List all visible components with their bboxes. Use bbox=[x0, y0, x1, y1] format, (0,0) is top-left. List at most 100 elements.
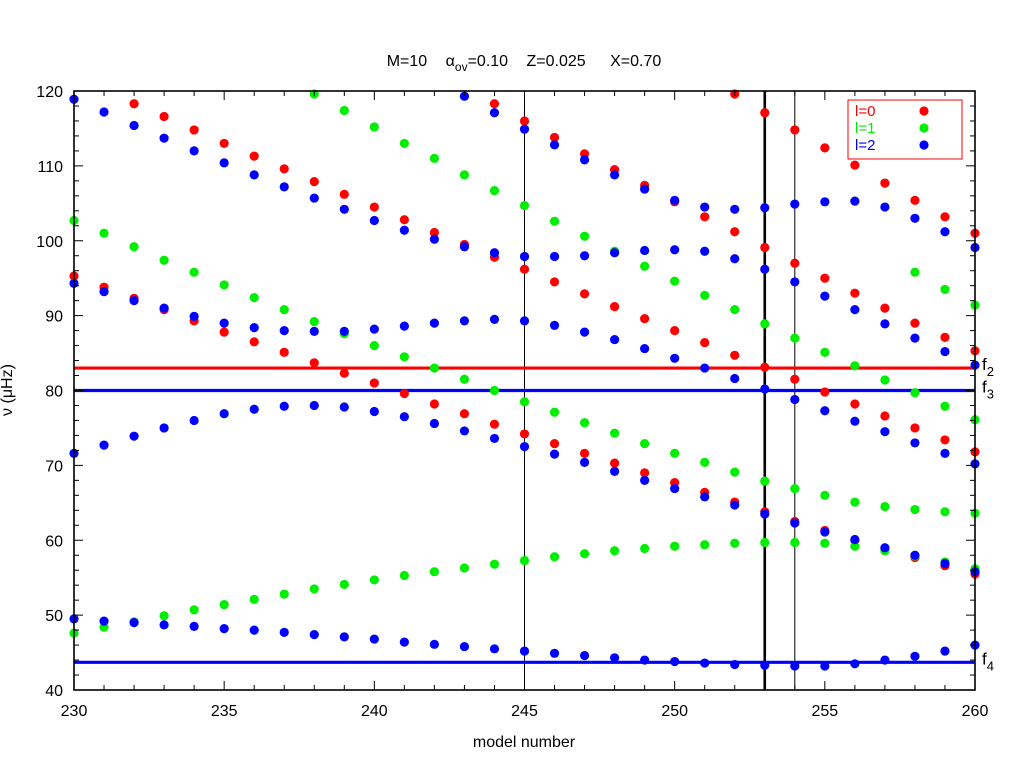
data-point-l2-69 bbox=[279, 326, 289, 336]
data-point-l0-82 bbox=[880, 178, 890, 188]
data-point-l2-97 bbox=[189, 146, 199, 156]
data-point-l2-32 bbox=[99, 440, 109, 450]
data-point-l1-54 bbox=[760, 476, 770, 486]
data-point-l2-37 bbox=[249, 404, 259, 414]
data-point-l1-47 bbox=[549, 407, 560, 417]
data-point-l2-100 bbox=[279, 182, 289, 192]
data-point-l2-133 bbox=[730, 204, 740, 214]
data-point-l1-56 bbox=[820, 490, 830, 500]
data-point-l1-76 bbox=[730, 305, 740, 315]
data-point-l1-43 bbox=[429, 363, 439, 373]
y-tick-label-110: 110 bbox=[37, 159, 63, 176]
data-point-l1-69 bbox=[519, 200, 530, 211]
data-point-l2-137 bbox=[850, 196, 860, 206]
data-point-l2-122 bbox=[940, 346, 950, 357]
data-point-l2-138 bbox=[880, 202, 890, 212]
data-point-l1-11 bbox=[399, 570, 409, 581]
data-point-l2-119 bbox=[850, 305, 860, 315]
data-point-l1-57 bbox=[850, 497, 860, 507]
title-alpha-value: =0.10 bbox=[468, 53, 509, 70]
data-point-l2-11 bbox=[399, 637, 409, 647]
data-point-l2-78 bbox=[549, 320, 560, 330]
data-point-l1-33 bbox=[129, 242, 139, 252]
data-point-l1-85 bbox=[910, 267, 920, 277]
data-point-l2-3 bbox=[159, 620, 169, 630]
data-point-l1-32 bbox=[99, 228, 109, 238]
data-point-l2-136 bbox=[820, 197, 830, 207]
data-point-l0-7 bbox=[279, 347, 289, 357]
data-point-l0-31 bbox=[129, 99, 139, 109]
data-point-l2-81 bbox=[640, 343, 650, 354]
data-point-l0-48 bbox=[640, 314, 650, 324]
data-point-l0-71 bbox=[820, 273, 830, 283]
data-point-l0-80 bbox=[820, 143, 830, 153]
legend-marker-l1 bbox=[919, 123, 929, 133]
data-point-l1-53 bbox=[730, 467, 740, 477]
data-point-l0-52 bbox=[760, 362, 770, 372]
data-point-l1-59 bbox=[910, 504, 920, 515]
data-point-l2-24 bbox=[790, 661, 800, 671]
data-point-l2-15 bbox=[519, 646, 530, 656]
data-point-l1-71 bbox=[579, 231, 590, 241]
data-point-l2-84 bbox=[730, 373, 740, 384]
data-point-l0-58 bbox=[940, 435, 950, 445]
data-point-l2-132 bbox=[700, 202, 710, 212]
data-point-l0-19 bbox=[640, 468, 650, 478]
data-point-l0-61 bbox=[519, 116, 530, 126]
data-point-l2-48 bbox=[579, 457, 590, 467]
legend-label-l0: l=0 bbox=[855, 103, 875, 120]
data-point-l2-5 bbox=[219, 624, 229, 634]
data-point-l0-55 bbox=[850, 399, 860, 409]
data-point-l0-38 bbox=[339, 189, 349, 199]
data-point-l0-72 bbox=[850, 288, 860, 298]
data-point-l0-12 bbox=[429, 399, 439, 409]
title-z: Z=0.025 bbox=[527, 53, 586, 70]
legend-label-l1: l=1 bbox=[855, 120, 875, 137]
data-point-l2-36 bbox=[219, 409, 229, 419]
data-point-l0-56 bbox=[880, 411, 890, 421]
data-point-l2-73 bbox=[399, 321, 409, 331]
data-point-l1-64 bbox=[369, 122, 379, 132]
data-point-l2-1 bbox=[99, 616, 109, 626]
data-point-l1-6 bbox=[249, 594, 259, 605]
data-point-l2-39 bbox=[309, 400, 319, 411]
data-point-l2-94 bbox=[99, 107, 109, 117]
title-mass: M=10 bbox=[387, 53, 428, 70]
data-point-l2-47 bbox=[549, 449, 560, 459]
legend: l=0l=1l=2 bbox=[847, 99, 963, 160]
data-point-l1-42 bbox=[399, 352, 409, 362]
data-point-l2-103 bbox=[369, 215, 379, 226]
data-point-l1-68 bbox=[489, 185, 500, 196]
data-point-l2-139 bbox=[910, 213, 920, 223]
data-point-l1-81 bbox=[880, 375, 890, 385]
data-point-l2-70 bbox=[309, 326, 319, 336]
x-tick-label-260: 260 bbox=[962, 703, 989, 720]
data-point-l2-9 bbox=[339, 632, 349, 642]
data-point-l2-35 bbox=[189, 415, 199, 426]
x-axis-title: model number bbox=[473, 734, 576, 751]
data-point-l1-26 bbox=[850, 541, 860, 551]
data-point-l2-2 bbox=[129, 618, 139, 628]
data-point-l1-37 bbox=[249, 293, 259, 303]
data-point-l2-64 bbox=[129, 296, 139, 306]
data-point-l2-80 bbox=[610, 334, 620, 345]
data-point-l2-22 bbox=[730, 659, 740, 670]
data-point-l1-13 bbox=[459, 563, 470, 573]
data-point-l0-17 bbox=[579, 448, 590, 458]
data-point-l2-85 bbox=[760, 384, 770, 394]
data-point-l2-104 bbox=[399, 225, 409, 235]
data-point-l1-22 bbox=[730, 538, 740, 548]
data-point-l2-8 bbox=[309, 629, 319, 640]
data-point-l2-25 bbox=[820, 661, 830, 671]
y-tick-label-70: 70 bbox=[45, 458, 63, 475]
data-point-l2-21 bbox=[700, 658, 710, 668]
x-tick-label-250: 250 bbox=[661, 703, 688, 720]
data-point-l2-49 bbox=[610, 466, 620, 476]
frequency-label-f4: f4 bbox=[982, 649, 994, 673]
data-point-l0-57 bbox=[910, 423, 920, 433]
data-point-l2-113 bbox=[670, 245, 680, 255]
data-point-l2-13 bbox=[459, 641, 470, 652]
data-point-l0-32 bbox=[159, 111, 169, 122]
data-point-l2-20 bbox=[670, 656, 680, 667]
data-point-l1-18 bbox=[610, 546, 620, 556]
